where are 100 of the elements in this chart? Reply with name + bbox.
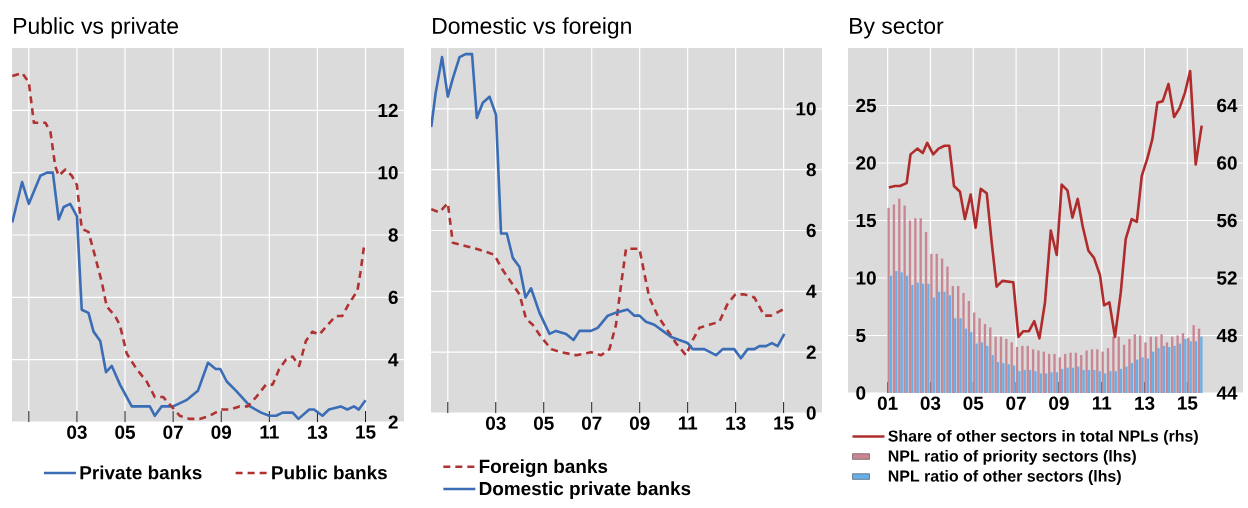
y-tick-label: 4 (388, 353, 399, 367)
bar (900, 272, 903, 393)
bar (962, 292, 965, 393)
bar (1037, 350, 1040, 393)
y-tick-label: 8 (388, 228, 398, 242)
bar (1176, 335, 1179, 393)
y-tick-label: 10 (856, 271, 876, 285)
chart-title: By sector (850, 17, 944, 39)
bar (1192, 325, 1195, 393)
legend-label: Domestic private banks (479, 481, 691, 499)
legend-label: Foreign banks (479, 459, 608, 477)
bar (887, 207, 890, 393)
bar (903, 205, 906, 393)
bar (1157, 348, 1160, 393)
bar (959, 318, 962, 393)
bar (946, 266, 949, 393)
y-tick-label: 10 (378, 165, 398, 180)
x-tick-label: 11 (260, 425, 279, 439)
bar (1050, 372, 1053, 393)
x-tick-label: 09 (211, 425, 232, 439)
bar (943, 291, 946, 393)
bar (927, 283, 930, 393)
x-tick-label: 15 (1178, 396, 1198, 410)
bar (930, 253, 933, 393)
y-tick-label: 2 (388, 415, 398, 429)
y-tick-label: 4 (806, 284, 817, 298)
bar (1085, 350, 1088, 393)
bar (1112, 336, 1115, 393)
x-tick-label: 05 (533, 416, 554, 430)
x-tick-label: 09 (1049, 396, 1069, 410)
y-tick-label: 0 (856, 386, 866, 400)
line-series (431, 52, 786, 360)
bar (1125, 366, 1128, 393)
line-series (12, 71, 366, 421)
bar (911, 284, 914, 393)
bar (1096, 349, 1099, 393)
y-tick-label: 6 (388, 290, 398, 305)
bar (975, 343, 978, 393)
y-tick-label: 6 (806, 223, 816, 238)
bar (1034, 371, 1037, 393)
bar (1128, 338, 1131, 393)
bar (1053, 353, 1056, 393)
x-tick-label: 03 (920, 396, 941, 410)
bar (1082, 370, 1085, 393)
bar (978, 318, 981, 393)
y2-tick-label: 56 (1217, 213, 1237, 228)
bar (914, 218, 917, 393)
x-tick-label: 13 (726, 416, 746, 430)
bar (1189, 341, 1192, 393)
x-tick-label: 09 (629, 416, 650, 430)
y2-tick-label: 44 (1216, 386, 1238, 400)
x-tick-label: 07 (581, 416, 602, 430)
x-tick-label: 13 (1135, 396, 1155, 410)
bar (1005, 338, 1008, 393)
x-tick-label: 05 (115, 425, 136, 439)
x-tick-label: 11 (1092, 396, 1112, 410)
y2-tick-label: 60 (1217, 156, 1237, 170)
x-tick-label: 07 (1006, 396, 1026, 410)
bar (1069, 352, 1072, 393)
bar (1093, 370, 1096, 393)
line-series (887, 69, 1203, 340)
y-tick-label: 2 (806, 345, 816, 359)
legend-label: NPL ratio of priority sectors (lhs) (888, 450, 1136, 465)
legend-label: Share of other sectors in total NPLs (rhs) (888, 429, 1198, 445)
y2-tick-label: 52 (1217, 271, 1237, 285)
legend-label: NPL ratio of other sectors (lhs) (888, 470, 1121, 485)
y-tick-label: 5 (856, 328, 866, 343)
y-tick-label: 8 (806, 162, 816, 177)
x-tick-label: 01 (877, 396, 898, 410)
x-tick-label: 05 (963, 396, 984, 410)
bar (1200, 336, 1203, 393)
bar (1160, 334, 1163, 393)
y-tick-label: 25 (856, 98, 877, 113)
x-tick-label: 03 (486, 416, 506, 430)
bar (1002, 363, 1005, 393)
y-tick-label: 20 (856, 156, 876, 170)
bar (1173, 345, 1176, 393)
bar (1021, 345, 1024, 393)
y-tick-label: 0 (806, 406, 816, 420)
y2-tick-label: 48 (1216, 328, 1237, 343)
y-tick-label: 12 (378, 103, 398, 117)
x-tick-label: 11 (678, 416, 698, 430)
legend-label: Public banks (272, 465, 387, 480)
y-tick-label: 10 (796, 102, 816, 116)
bar (1066, 367, 1069, 393)
bar (1018, 371, 1021, 393)
y2-tick-label: 64 (1217, 98, 1238, 113)
bar (991, 355, 994, 393)
x-tick-label: 03 (67, 425, 87, 439)
line-series (431, 201, 784, 357)
x-tick-label: 15 (356, 425, 376, 439)
x-tick-label: 15 (774, 416, 794, 430)
y-tick-label: 15 (856, 213, 877, 228)
bar (1109, 371, 1112, 393)
x-tick-label: 13 (308, 425, 328, 439)
bar (1144, 342, 1147, 393)
chart-title: Public vs private (14, 17, 178, 39)
bar (994, 336, 997, 393)
chart-title: Domestic vs foreign (433, 17, 631, 39)
bar (1141, 357, 1144, 393)
